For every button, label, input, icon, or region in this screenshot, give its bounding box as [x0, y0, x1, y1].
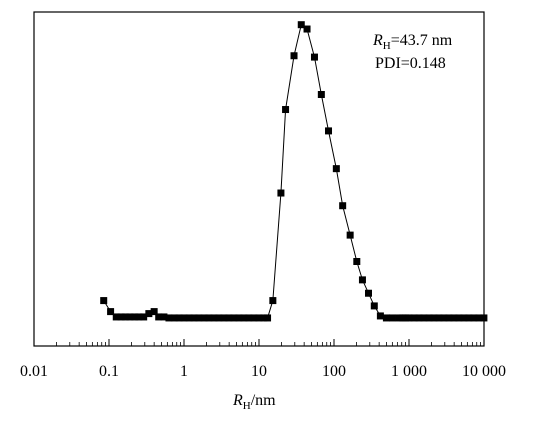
data-point: [150, 308, 158, 316]
x-tick-label: 0.01: [20, 363, 48, 380]
data-point: [290, 52, 298, 60]
data-point: [430, 314, 438, 322]
data-point: [205, 314, 213, 322]
data-point: [435, 314, 443, 322]
data-point: [388, 314, 396, 322]
x-axis-label-subscript: H: [243, 400, 251, 412]
data-point: [245, 314, 253, 322]
data-point: [325, 127, 333, 135]
data-point: [480, 314, 488, 322]
data-point: [405, 314, 413, 322]
data-point: [175, 314, 183, 322]
data-point: [455, 314, 463, 322]
data-point: [131, 313, 139, 321]
data-point: [225, 314, 233, 322]
data-point: [220, 314, 228, 322]
labels-layer: 0.01 0.1 1 10 100 1 000 10 000: [20, 363, 506, 380]
rh-annotation-value: =43.7 nm: [391, 32, 453, 49]
data-point: [382, 314, 390, 322]
data-point: [420, 314, 428, 322]
data-point: [145, 310, 153, 318]
x-axis-label-suffix: /nm: [251, 392, 276, 409]
x-tick-label: 1: [180, 363, 188, 380]
x-tick-label: 10 000: [462, 363, 506, 380]
data-point: [235, 314, 243, 322]
marks-layer: [100, 21, 488, 322]
data-point: [415, 314, 423, 322]
data-point: [425, 314, 433, 322]
data-point: [215, 314, 223, 322]
data-point: [365, 289, 372, 297]
data-point: [155, 313, 163, 321]
data-point: [410, 314, 418, 322]
x-axis-label: RH/nm: [232, 392, 276, 412]
data-point: [358, 276, 366, 284]
data-point: [269, 297, 277, 305]
data-point: [332, 165, 340, 173]
x-tick-label: 10: [251, 363, 267, 380]
data-point: [107, 308, 115, 316]
data-point: [303, 25, 311, 33]
x-axis-label-symbol: R: [232, 392, 243, 409]
data-point: [165, 314, 173, 322]
data-point: [255, 314, 263, 322]
data-point: [170, 314, 178, 322]
data-point: [277, 189, 285, 197]
data-point: [180, 314, 188, 322]
data-point: [376, 312, 384, 320]
data-point: [297, 21, 305, 29]
data-point: [465, 314, 473, 322]
data-point: [370, 302, 378, 310]
data-point: [250, 314, 258, 322]
data-point: [475, 314, 483, 322]
ticks-layer: [33, 339, 485, 346]
data-point: [240, 314, 248, 322]
data-point: [260, 314, 268, 322]
data-point: [460, 314, 468, 322]
data-point: [190, 314, 198, 322]
x-tick-label: 1 000: [391, 363, 427, 380]
data-point: [317, 91, 325, 98]
x-tick-label: 100: [322, 363, 346, 380]
data-point: [353, 258, 361, 265]
rh-annotation-symbol: R: [372, 32, 383, 49]
data-point: [100, 297, 108, 305]
data-point: [450, 314, 458, 322]
data-point: [160, 313, 168, 321]
data-point: [230, 314, 238, 322]
data-point: [470, 314, 478, 322]
data-point: [440, 314, 448, 322]
data-point: [264, 314, 272, 322]
rh-annotation: RH=43.7 nm: [372, 32, 453, 52]
data-point: [112, 313, 120, 321]
data-point: [445, 314, 453, 322]
data-point: [121, 313, 129, 321]
data-point: [339, 202, 347, 210]
data-point: [210, 314, 218, 322]
data-point: [395, 314, 403, 322]
data-point: [200, 314, 208, 322]
data-point: [346, 231, 354, 239]
data-point: [185, 314, 193, 322]
x-tick-label: 0.1: [99, 363, 119, 380]
data-point: [310, 53, 318, 61]
rh-annotation-subscript: H: [383, 40, 391, 52]
data-point: [195, 314, 203, 322]
data-point: [140, 313, 148, 321]
data-point: [135, 313, 143, 321]
data-point: [126, 313, 134, 321]
data-point: [117, 313, 125, 321]
pdi-annotation: PDI=0.148: [375, 55, 446, 72]
data-point: [282, 106, 290, 114]
